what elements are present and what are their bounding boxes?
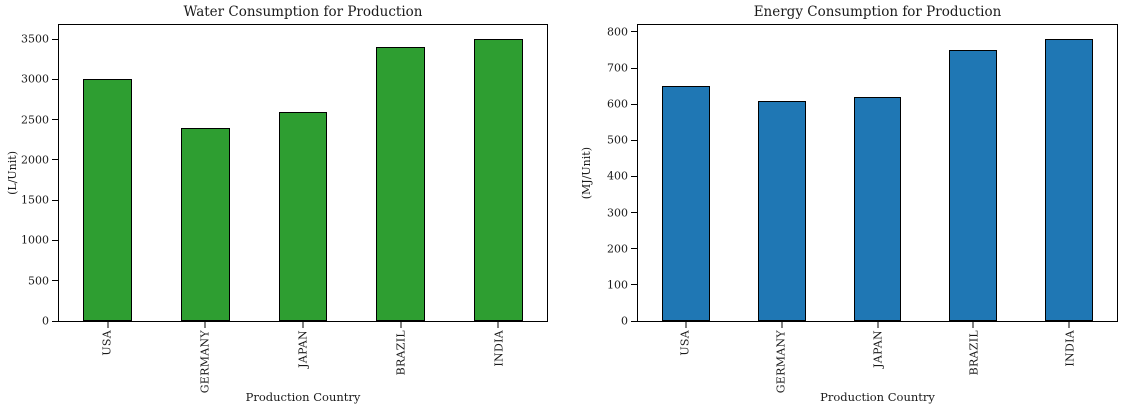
y-tick-mark [52,280,58,282]
y-tick-mark [52,199,58,201]
bar-brazil [376,47,425,321]
x-tick-label: GERMANY [198,330,212,394]
y-tick-label: 0 [42,314,49,328]
bar-japan [853,96,902,321]
y-tick-label: 700 [607,61,628,75]
y-tick-label: 500 [607,133,628,147]
x-tick-label: JAPAN [296,330,310,368]
x-tick-mark [1068,322,1070,328]
x-tick-mark [302,322,304,328]
y-axis-label-wrap: (L/Unit) [6,24,19,322]
x-tick-mark [204,322,206,328]
x-tick-mark [972,322,974,328]
bar-india [1045,39,1094,321]
bar-usa [83,79,133,321]
x-tick-mark [400,322,402,328]
y-tick-mark [631,248,637,250]
y-tick-label: 600 [607,97,628,111]
y-tick-label: 800 [607,25,628,39]
chart-title: Energy Consumption for Production [753,4,1002,20]
plot-area: 0 500 1000 1500 2000 2500 3000 3500 [21,24,548,328]
y-tick-label: 3000 [21,72,49,86]
x-tick-mark [781,322,783,328]
x-axis-label: Production Country [245,390,361,404]
y-tick-label: 500 [28,274,49,288]
y-tick-mark [631,31,637,33]
y-tick-mark [52,159,58,161]
x-tick-mark [685,322,687,328]
y-tick-label: 100 [607,278,628,292]
x-axis-label: Production Country [820,390,935,404]
y-tick-label: 2500 [21,113,49,127]
x-tick-label: INDIA [492,330,506,367]
y-axis-label: (MJ/Unit) [580,146,593,200]
x-tick-label: USA [678,330,692,356]
y-tick-label: 400 [607,169,628,183]
x-tick-label: BRAZIL [967,330,981,376]
y-tick-mark [631,212,637,214]
chart-panel-water: Water Consumption for Production (L/Unit… [6,4,548,404]
bar-brazil [949,49,998,321]
y-tick-label: 0 [621,314,628,328]
y-tick-mark [631,320,637,322]
x-tick-label: GERMANY [774,330,788,394]
x-tick-label: JAPAN [871,330,884,368]
y-axis-label: (L/Unit) [6,151,19,195]
y-tick-label: 200 [607,242,628,256]
y-tick-label: 1000 [21,233,49,247]
y-tick-label: 3500 [21,32,49,46]
y-tick-mark [52,239,58,241]
y-axis-label-wrap: (MJ/Unit) [580,24,593,322]
x-tick-mark [877,322,878,328]
x-tick-label: BRAZIL [394,330,408,376]
x-tick-mark [497,322,499,328]
y-tick-label: 2000 [21,153,49,167]
y-tick-mark [52,38,58,40]
x-tick-mark [107,322,109,328]
bar-germany [181,127,230,321]
plot-area: 0 100 200 300 400 500 600 700 800 [607,24,1118,328]
bar-india [473,39,523,321]
y-tick-label: 300 [607,206,628,220]
y-tick-mark [52,119,58,121]
y-tick-mark [631,284,637,286]
y-tick-mark [631,103,637,105]
x-tick-label: INDIA [1063,330,1077,367]
y-tick-mark [52,320,58,322]
y-tick-mark [631,175,637,177]
y-tick-label: 1500 [21,193,49,207]
chart-panel-energy: Energy Consumption for Production (MJ/Un… [566,0,1132,415]
y-tick-mark [52,78,58,80]
chart-title: Water Consumption for Production [183,4,423,20]
bar-germany [757,100,806,321]
y-tick-mark [631,67,637,69]
bar-usa [661,86,710,321]
y-tick-mark [631,139,637,141]
x-tick-label: USA [100,330,114,356]
bar-japan [278,111,328,321]
